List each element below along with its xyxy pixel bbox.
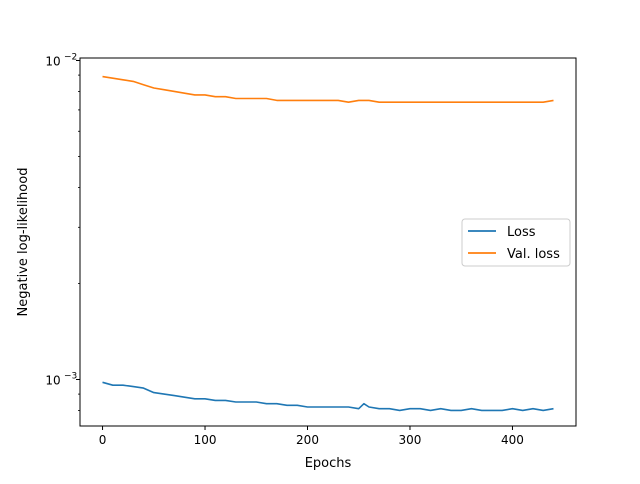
series-line-loss bbox=[102, 381, 554, 412]
y-tick-label: 10 bbox=[45, 374, 60, 388]
axes-frame bbox=[79, 57, 577, 427]
legend-label-loss: Loss bbox=[507, 225, 536, 240]
series-layer bbox=[102, 75, 554, 412]
x-tick-label: 200 bbox=[296, 433, 319, 447]
series-line-val-loss bbox=[102, 75, 554, 103]
x-tick-label: 400 bbox=[501, 433, 524, 447]
y-tick-exponent: −2 bbox=[64, 53, 77, 63]
x-tick-label: 300 bbox=[399, 433, 422, 447]
x-axis-label: Epochs bbox=[305, 456, 352, 471]
x-tick-label: 100 bbox=[194, 433, 217, 447]
plot-area bbox=[79, 57, 577, 427]
x-axis-ticks: 0 100 200 300 400 bbox=[99, 426, 524, 447]
x-tick-label: 0 bbox=[99, 433, 107, 447]
y-tick-exponent: −3 bbox=[64, 372, 77, 382]
y-tick-label: 10 bbox=[45, 55, 60, 69]
legend: Loss Val. loss bbox=[461, 218, 571, 267]
y-axis-label: Negative log-likelihood bbox=[16, 168, 31, 317]
y-axis-ticks: 10 −3 10 −2 bbox=[45, 53, 80, 411]
legend-label-val-loss: Val. loss bbox=[507, 247, 560, 262]
